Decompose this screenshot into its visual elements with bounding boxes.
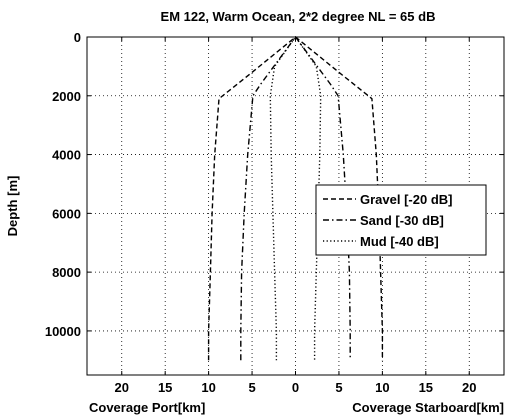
legend: Gravel [-20 dB] Sand [-30 dB] Mud [-40 dB]	[315, 184, 487, 256]
x-tick-label: 20	[462, 380, 476, 395]
x-tick-label: 10	[201, 380, 215, 395]
legend-label-0: Gravel [-20 dB]	[360, 192, 452, 207]
y-tick-label: 2000	[52, 89, 81, 104]
legend-label-2: Mud [-40 dB]	[360, 234, 439, 249]
x-tick-label: 5	[335, 380, 342, 395]
x-tick-label: 15	[419, 380, 433, 395]
x-tick-label: 15	[158, 380, 172, 395]
y-tick-label: 6000	[52, 206, 81, 221]
y-tick-label: 10000	[45, 324, 81, 339]
y-tick-label: 8000	[52, 265, 81, 280]
x-tick-label: 0	[292, 380, 299, 395]
y-ticks: 0 2000 4000 6000 8000 10000	[45, 30, 504, 339]
x-tick-label: 20	[115, 380, 129, 395]
x-tick-label: 5	[248, 380, 255, 395]
legend-box	[315, 184, 487, 256]
x-ticks: 20 15 10 5 0 5 10 15 20	[115, 37, 476, 395]
legend-label-1: Sand [-30 dB]	[360, 213, 444, 228]
y-axis-label: Depth [m]	[5, 176, 20, 237]
x-axis-label-port: Coverage Port[km]	[89, 400, 205, 415]
chart-title: EM 122, Warm Ocean, 2*2 degree NL = 65 d…	[161, 9, 436, 24]
x-tick-label: 10	[375, 380, 389, 395]
y-tick-label: 4000	[52, 148, 81, 163]
x-axis-label-starboard: Coverage Starboard[km]	[352, 400, 504, 415]
y-tick-label: 0	[74, 30, 81, 45]
